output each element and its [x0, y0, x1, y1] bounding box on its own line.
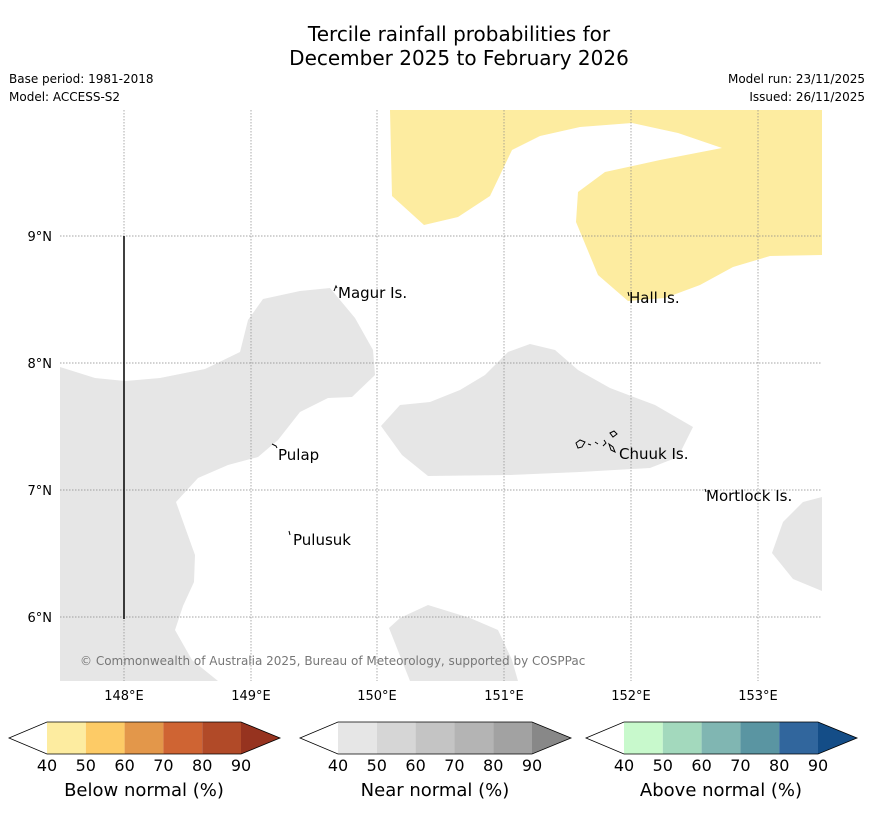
hall-island-shape	[627, 291, 630, 297]
colorbar-below-tick: 70	[153, 756, 174, 775]
lon-label-151e: 151°E	[484, 689, 524, 704]
colorbar-below-tick: 60	[114, 756, 135, 775]
colorbar-above-title: Above normal (%)	[639, 780, 803, 801]
title-line-2: December 2025 to February 2026	[289, 46, 629, 70]
colorbar-above-lower-extend	[586, 722, 624, 754]
near-normal-region-central	[381, 344, 693, 476]
colorbar-near-outline	[298, 721, 573, 755]
place-label-chuuk: Chuuk Is.	[619, 445, 688, 463]
colorbar-below-tick: 40	[36, 756, 58, 775]
colorbar-near-segment	[493, 722, 532, 754]
pulusuk-island-shape	[288, 530, 291, 536]
colorbar-above-upper-extend	[818, 722, 857, 754]
copyright-text: © Commonwealth of Australia 2025, Bureau…	[80, 654, 585, 668]
colorbar-near-tick: 70	[444, 756, 465, 775]
colorbar-near-tick: 60	[405, 756, 426, 775]
lat-label-9n: 9°N	[28, 230, 53, 245]
lon-label-148e: 148°E	[104, 689, 144, 704]
colorbar-below-tick: 80	[192, 756, 213, 775]
colorbar-above-tick: 80	[769, 756, 790, 775]
lon-label-152e: 152°E	[611, 689, 651, 704]
map-title: Tercile rainfall probabilities for Decem…	[0, 22, 873, 70]
near-normal-region-east	[772, 497, 822, 591]
magur-island-shape	[333, 284, 338, 292]
lon-label-149e: 149°E	[231, 689, 271, 704]
colorbar-below-segment	[47, 722, 86, 754]
near-normal-region-west	[60, 288, 375, 681]
colorbar-above-outline	[584, 721, 859, 755]
island-outlines	[271, 284, 707, 536]
pulap-island-shape	[271, 443, 278, 449]
issued-text: Issued: 26/11/2025	[749, 90, 865, 104]
colorbar-near-title: Near normal (%)	[360, 780, 510, 801]
place-label-magur: Magur Is.	[338, 284, 407, 302]
colorbar-above-tick: 70	[730, 756, 751, 775]
colorbar-near-normal	[298, 721, 573, 755]
colorbar-above-tick: 60	[691, 756, 712, 775]
lat-label-7n: 7°N	[28, 484, 53, 499]
colorbar-near-tick: 90	[521, 756, 543, 775]
model-run-text: Model run: 23/11/2025	[727, 72, 865, 86]
colorbar-near-tick: 80	[483, 756, 504, 775]
colorbar-above-segment	[624, 722, 663, 754]
place-label-pulap: Pulap	[278, 446, 319, 464]
colorbar-near-segment	[338, 722, 377, 754]
probability-fills	[60, 110, 822, 681]
colorbar-above-normal	[584, 721, 859, 755]
below-normal-region	[390, 110, 822, 301]
colorbar-near-tick: 40	[327, 756, 349, 775]
lon-label-150e: 150°E	[357, 689, 397, 704]
colorbar-above-segment	[740, 722, 780, 754]
colorbar-near-upper-extend	[532, 722, 571, 754]
colorbar-above-tick: 90	[807, 756, 829, 775]
colorbar-below-outline	[7, 721, 282, 755]
model-text: Model: ACCESS-S2	[9, 90, 121, 104]
colorbar-below-segment	[163, 722, 203, 754]
colorbar-above-segment	[701, 722, 741, 754]
lon-label-153e: 153°E	[738, 689, 778, 704]
colorbar-below-upper-extend	[241, 722, 280, 754]
longitude-labels: 148°E 149°E 150°E 151°E 152°E 153°E	[104, 689, 778, 704]
colorbar-below-lower-extend	[9, 722, 47, 754]
lat-label-6n: 6°N	[28, 611, 53, 626]
colorbar-below-segment	[85, 722, 125, 754]
colorbar-below-title: Below normal (%)	[64, 780, 224, 801]
base-period-text: Base period: 1981-2018	[9, 72, 154, 86]
colorbar-near-segment	[415, 722, 455, 754]
colorbar-above-segment	[779, 722, 818, 754]
place-label-mortlock: Mortlock Is.	[706, 487, 792, 505]
colorbar-near-lower-extend	[300, 722, 338, 754]
place-label-hall: Hall Is.	[629, 289, 680, 307]
place-labels: Magur Is. Hall Is. Pulap Chuuk Is. Mortl…	[278, 284, 792, 549]
latitude-labels: 9°N 8°N 7°N 6°N	[28, 230, 53, 626]
lat-label-8n: 8°N	[28, 357, 53, 372]
colorbar-near-segment	[376, 722, 416, 754]
colorbar-near-tick: 50	[366, 756, 387, 775]
colorbar-below-segment	[202, 722, 241, 754]
colorbar-below-tick: 50	[75, 756, 96, 775]
colorbar-near-segment	[454, 722, 494, 754]
meta-left: Base period: 1981-2018 Model: ACCESS-S2	[9, 70, 154, 106]
colorbar-above-tick: 40	[613, 756, 635, 775]
near-normal-region-south	[389, 605, 518, 681]
colorbar-above-segment	[662, 722, 702, 754]
colorbar-below-tick: 90	[230, 756, 252, 775]
mortlock-island-shape	[704, 488, 707, 493]
colorbar-below-normal	[7, 721, 282, 755]
chuuk-lagoon-shape	[575, 430, 618, 454]
colorbar-above-tick: 50	[652, 756, 673, 775]
title-line-1: Tercile rainfall probabilities for	[307, 22, 611, 46]
place-label-pulusuk: Pulusuk	[293, 531, 351, 549]
meta-right: Model run: 23/11/2025 Issued: 26/11/2025	[728, 70, 865, 106]
colorbar-below-segment	[124, 722, 164, 754]
